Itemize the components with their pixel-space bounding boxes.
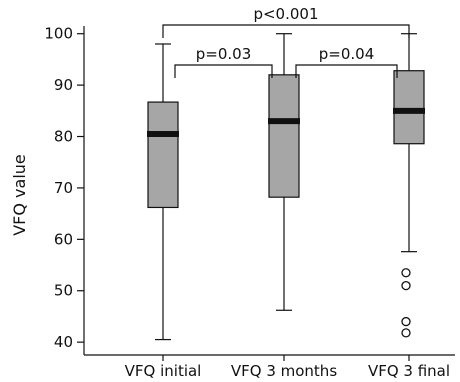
p-value-label: p<0.001 (253, 5, 318, 23)
y-tick-label: 90 (54, 76, 73, 94)
bracket-line (295, 64, 398, 78)
y-tick-label: 60 (54, 230, 73, 248)
outlier-point (401, 316, 411, 327)
box-group (147, 43, 179, 341)
box-group (393, 33, 425, 338)
y-tick-label: 100 (44, 25, 73, 43)
x-tick-label: VFQ 3 final (368, 362, 450, 380)
bracket-line (174, 64, 273, 78)
significance-bracket: p<0.001 (162, 5, 410, 38)
box-iqr (393, 70, 425, 145)
significance-bracket: p=0.04 (295, 45, 398, 78)
p-value-label: p=0.03 (196, 45, 252, 63)
box-group (268, 33, 300, 311)
y-axis-label: VFQ value (10, 154, 29, 236)
outlier-point (401, 328, 411, 338)
y-tick-label: 50 (54, 282, 73, 300)
outlier-point (401, 280, 411, 291)
x-tick-label: VFQ initial (125, 362, 202, 380)
significance-bracket: p=0.03 (174, 45, 273, 78)
box-iqr (147, 101, 179, 209)
x-tick-label: VFQ 3 months (231, 362, 337, 380)
bracket-line (162, 24, 410, 38)
y-tick-label: 40 (54, 333, 73, 351)
y-tick-label: 70 (54, 179, 73, 197)
outlier-point (401, 268, 411, 278)
y-tick-label: 80 (54, 128, 73, 146)
p-value-label: p=0.04 (319, 45, 375, 63)
box-iqr (268, 74, 300, 198)
